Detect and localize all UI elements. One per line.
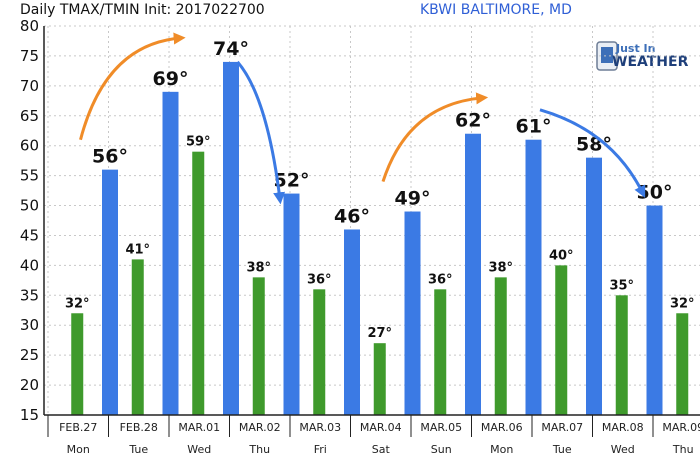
- tmin-bar: [313, 289, 326, 415]
- tmax-bar: [344, 229, 360, 415]
- tmax-bar: [223, 61, 239, 416]
- x-weekday-label: Wed: [187, 443, 211, 456]
- tmax-bar: [586, 157, 602, 415]
- warming-trend-arrow: [79, 32, 186, 141]
- y-tick-label: 15: [20, 406, 39, 424]
- tmax-bar: [465, 133, 481, 415]
- tmax-label: 49°: [395, 188, 431, 210]
- y-tick-label: 55: [20, 167, 39, 185]
- cooling-trend-arrow: [236, 60, 286, 205]
- x-date-label: MAR.07: [541, 421, 583, 434]
- location-label: KBWI BALTIMORE, MD: [420, 2, 572, 18]
- y-tick-label: 50: [20, 197, 39, 215]
- x-date-label: MAR.09: [662, 421, 700, 434]
- tmax-label: 56°: [92, 146, 128, 168]
- tmin-bar: [71, 313, 84, 415]
- x-date-label: FEB.28: [120, 421, 158, 434]
- tmin-bar: [555, 265, 568, 415]
- tmax-label: 74°: [213, 38, 249, 60]
- logo-line1: Just In: [615, 42, 655, 55]
- y-tick-label: 70: [20, 77, 39, 95]
- chart-title: Daily TMAX/TMIN Init: 2017022700: [20, 2, 265, 18]
- x-date-label: FEB.27: [59, 421, 97, 434]
- y-tick-label: 80: [20, 17, 39, 35]
- tmin-bar: [131, 259, 144, 415]
- tmax-bar: [646, 205, 663, 415]
- tmin-bar: [192, 151, 205, 415]
- x-weekday-label: Thu: [672, 443, 694, 456]
- x-date-label: MAR.02: [239, 421, 281, 434]
- tmin-label: 41°: [125, 242, 150, 257]
- x-weekday-label: Sat: [372, 443, 391, 456]
- x-weekday-label: Fri: [314, 443, 327, 456]
- tmin-label: 35°: [609, 278, 634, 293]
- x-weekday-label: Sun: [431, 443, 452, 456]
- y-tick-label: 25: [20, 346, 39, 364]
- tmin-label: 32°: [670, 296, 695, 311]
- tmax-label: 69°: [153, 68, 189, 90]
- tmax-bar: [283, 193, 300, 415]
- tmin-label: 27°: [367, 326, 392, 341]
- tmin-bar: [373, 343, 386, 415]
- tmin-label: 32°: [65, 296, 90, 311]
- x-weekday-label: Tue: [128, 443, 148, 456]
- tmax-label: 50°: [637, 182, 673, 204]
- x-date-label: MAR.05: [420, 421, 462, 434]
- axes: 15 20 25 30 35 40 45 50 55 60 65 70 75 80 FEB.27 Mon FEB…: [20, 17, 700, 456]
- x-date-label: MAR.03: [299, 421, 341, 434]
- tmin-label: 59°: [186, 135, 211, 150]
- tmin-label: 36°: [428, 272, 453, 287]
- tmax-bar: [102, 169, 118, 415]
- y-tick-label: 35: [20, 286, 39, 304]
- trend-arrows: [79, 32, 646, 205]
- logo: Just In WEATHER: [596, 41, 689, 71]
- y-tick-label: 30: [20, 316, 39, 334]
- tmin-bar: [434, 289, 447, 415]
- phone-screen-icon: [601, 47, 613, 63]
- bar-labels: 32° 41° 59° 38° 36° 27° 36° 38° 40° 35° 32° 56° 69° 7…: [65, 38, 695, 341]
- tmin-label: 36°: [307, 272, 332, 287]
- x-date-label: MAR.06: [481, 421, 523, 434]
- tmin-bar: [676, 313, 689, 415]
- logo-line2: WEATHER: [612, 54, 689, 70]
- x-weekday-label: Mon: [67, 443, 90, 456]
- x-weekday-label: Thu: [248, 443, 270, 456]
- x-date-label: MAR.01: [178, 421, 220, 434]
- y-tick-label: 45: [20, 226, 39, 244]
- tmax-bar: [525, 139, 542, 415]
- bars: [71, 61, 689, 416]
- y-tick-label: 60: [20, 137, 39, 155]
- tmin-bar: [252, 277, 265, 415]
- tmax-label: 46°: [334, 205, 370, 227]
- tmin-label: 38°: [246, 260, 271, 275]
- tmax-label: 58°: [576, 134, 612, 156]
- y-tick-label: 75: [20, 47, 39, 65]
- y-tick-label: 65: [20, 107, 39, 125]
- tmax-label: 62°: [455, 110, 491, 132]
- x-date-label: MAR.04: [360, 421, 402, 434]
- warming-trend-arrow: [381, 92, 489, 183]
- x-weekday-label: Tue: [552, 443, 572, 456]
- y-tick-label: 20: [20, 376, 39, 394]
- tmax-label: 52°: [274, 170, 310, 192]
- tmax-label: 61°: [516, 116, 552, 138]
- tmin-bar: [615, 295, 628, 415]
- tmax-bar: [162, 91, 179, 415]
- cooling-trend-arrow: [539, 108, 646, 198]
- y-tick-label: 40: [20, 256, 39, 274]
- x-date-label: MAR.08: [602, 421, 644, 434]
- x-weekday-label: Mon: [490, 443, 513, 456]
- tmin-label: 40°: [549, 248, 574, 263]
- tmin-label: 38°: [488, 260, 513, 275]
- tmax-bar: [404, 211, 421, 415]
- tmin-bar: [494, 277, 507, 415]
- x-weekday-label: Wed: [611, 443, 635, 456]
